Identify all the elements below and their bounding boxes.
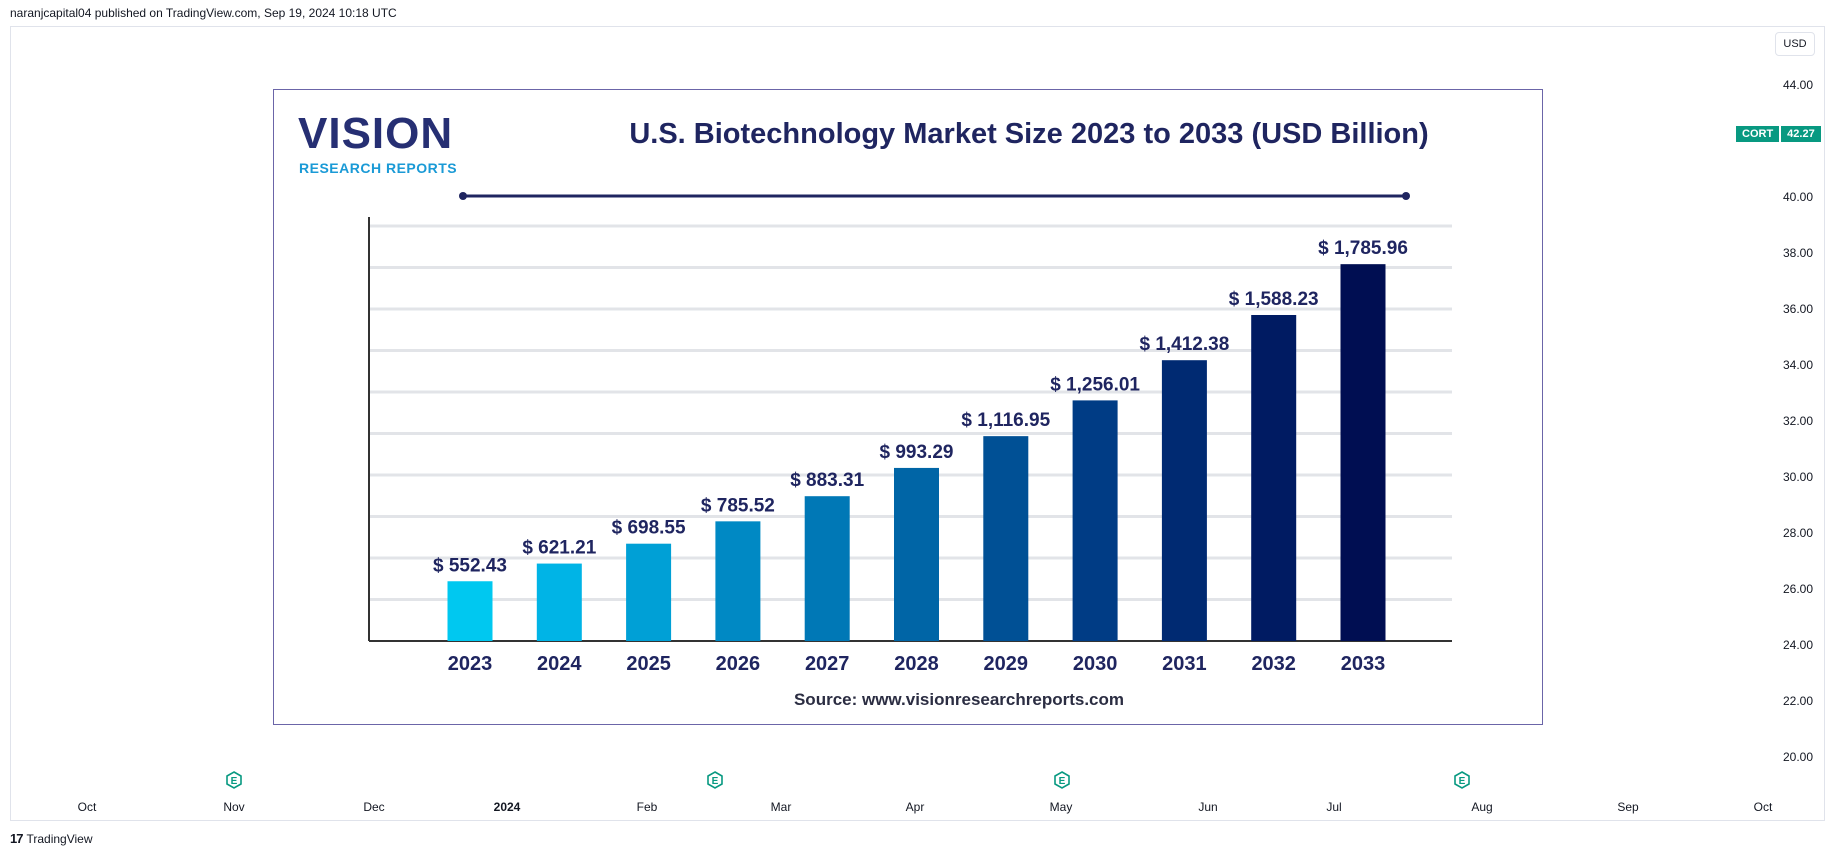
bar bbox=[626, 543, 672, 641]
price-tick: 44.00 bbox=[1783, 78, 1814, 92]
category-label: 2024 bbox=[537, 653, 582, 675]
category-label: 2032 bbox=[1251, 653, 1296, 675]
symbol-price-badge: CORT 42.27 bbox=[1736, 126, 1821, 142]
data-label: $ 552.43 bbox=[433, 555, 507, 576]
price-tick: 36.00 bbox=[1783, 302, 1814, 316]
publish-header: naranjcapital04 published on TradingView… bbox=[10, 6, 397, 20]
category-label: 2033 bbox=[1341, 653, 1386, 675]
data-label: $ 785.52 bbox=[701, 495, 775, 516]
category-label: 2026 bbox=[716, 653, 761, 675]
bar-chart: $ 552.43 2023 $ 621.21 2024 $ 698.55 2025 $ 78… bbox=[368, 192, 1452, 675]
time-tick: May bbox=[1049, 800, 1073, 814]
data-label: $ 883.31 bbox=[790, 470, 864, 491]
bar bbox=[1340, 264, 1386, 641]
price-tick: 40.00 bbox=[1783, 190, 1814, 204]
vision-logo-subtitle: RESEARCH REPORTS bbox=[299, 160, 458, 176]
data-label: $ 993.29 bbox=[880, 442, 954, 463]
bar bbox=[983, 436, 1029, 641]
price-tick: 28.00 bbox=[1783, 526, 1814, 540]
data-label: $ 698.55 bbox=[612, 518, 686, 539]
earnings-icon[interactable]: E bbox=[1453, 771, 1471, 789]
data-label: $ 1,256.01 bbox=[1050, 374, 1140, 395]
category-label: 2030 bbox=[1073, 653, 1118, 675]
time-tick: Apr bbox=[905, 800, 925, 814]
bar bbox=[894, 467, 939, 641]
price-tick: 38.00 bbox=[1783, 246, 1814, 260]
time-tick: Mar bbox=[770, 800, 792, 814]
price-tick: 30.00 bbox=[1783, 470, 1814, 484]
svg-text:E: E bbox=[712, 776, 719, 787]
price-tick: 20.00 bbox=[1783, 750, 1814, 764]
bar bbox=[1251, 314, 1297, 641]
tradingview-brand: TradingView bbox=[26, 831, 93, 846]
last-price: 42.27 bbox=[1781, 126, 1821, 142]
data-label: $ 1,785.96 bbox=[1318, 238, 1408, 259]
svg-text:E: E bbox=[1459, 776, 1466, 787]
time-tick: Sep bbox=[1617, 800, 1639, 814]
price-tick: 24.00 bbox=[1783, 638, 1814, 652]
earnings-icon[interactable]: E bbox=[225, 771, 243, 789]
time-tick: Jul bbox=[1326, 800, 1342, 814]
bar bbox=[1072, 400, 1118, 641]
svg-text:E: E bbox=[231, 776, 238, 787]
divider-dot bbox=[1402, 192, 1410, 200]
currency-button[interactable]: USD bbox=[1775, 32, 1815, 56]
source-note: Source: www.visionresearchreports.com bbox=[793, 690, 1125, 709]
data-label: $ 621.21 bbox=[522, 538, 596, 559]
price-tick: 32.00 bbox=[1783, 414, 1814, 428]
category-label: 2029 bbox=[984, 653, 1029, 675]
time-tick: Nov bbox=[223, 800, 245, 814]
time-tick: 2024 bbox=[493, 800, 521, 814]
time-tick: Feb bbox=[636, 800, 658, 814]
svg-text:E: E bbox=[1059, 776, 1066, 787]
symbol-label: CORT bbox=[1736, 126, 1780, 142]
data-label: $ 1,116.95 bbox=[961, 410, 1050, 431]
bar bbox=[1161, 360, 1207, 641]
bar bbox=[715, 521, 761, 641]
divider-dot bbox=[459, 192, 467, 200]
time-tick: Oct bbox=[1753, 800, 1773, 814]
infographic-image: VISION RESEARCH REPORTS U.S. Biotechnolo… bbox=[273, 89, 1543, 725]
category-label: 2025 bbox=[626, 653, 671, 675]
bar bbox=[536, 563, 582, 641]
time-tick: Aug bbox=[1471, 800, 1493, 814]
earnings-icon[interactable]: E bbox=[706, 771, 724, 789]
data-label: $ 1,412.38 bbox=[1139, 334, 1229, 355]
category-label: 2023 bbox=[448, 653, 493, 675]
time-tick: Oct bbox=[77, 800, 97, 814]
vision-logo: VISION bbox=[298, 109, 454, 158]
price-tick: 34.00 bbox=[1783, 358, 1814, 372]
time-tick: Jun bbox=[1198, 800, 1218, 814]
chart-frame[interactable] bbox=[10, 26, 1825, 821]
tradingview-logo-icon: 17 bbox=[10, 831, 24, 846]
price-tick: 26.00 bbox=[1783, 582, 1814, 596]
bar bbox=[804, 496, 850, 641]
price-tick: 22.00 bbox=[1783, 694, 1814, 708]
tradingview-footer[interactable]: 17 TradingView bbox=[10, 831, 93, 846]
time-tick: Dec bbox=[363, 800, 385, 814]
bar bbox=[447, 581, 493, 641]
category-label: 2027 bbox=[805, 653, 850, 675]
data-label: $ 1,588.23 bbox=[1229, 289, 1319, 310]
earnings-icon[interactable]: E bbox=[1053, 771, 1071, 789]
infographic-title: U.S. Biotechnology Market Size 2023 to 2… bbox=[629, 118, 1429, 150]
category-label: 2028 bbox=[894, 653, 939, 675]
category-label: 2031 bbox=[1162, 653, 1207, 675]
